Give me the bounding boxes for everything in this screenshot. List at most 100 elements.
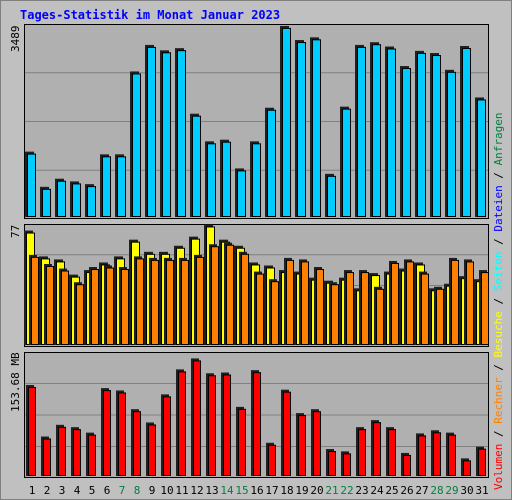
volumen-bar — [223, 374, 231, 476]
anfragen-bar — [192, 115, 201, 217]
rechner-bar — [421, 273, 429, 345]
anfragen-bar — [432, 55, 441, 217]
x-tick-label: 13 — [205, 484, 218, 497]
x-tick-label: 26 — [400, 484, 413, 497]
rechner-bar — [31, 256, 39, 345]
x-tick-label: 14 — [220, 484, 234, 497]
anfragen-bar — [357, 46, 366, 218]
x-tick-label: 9 — [149, 484, 156, 497]
rechner-bar — [331, 284, 339, 345]
panel-border — [24, 24, 489, 219]
anfragen-bar — [267, 109, 276, 217]
rechner-bar — [196, 256, 204, 345]
volumen-bar — [208, 375, 216, 476]
x-tick-label: 15 — [235, 484, 248, 497]
x-tick-label: 7 — [119, 484, 126, 497]
anfragen-bar — [27, 153, 36, 217]
rechner-bar — [406, 261, 414, 345]
x-tick-label: 20 — [310, 484, 323, 497]
anfragen-bar — [372, 44, 381, 218]
rechner-bar — [346, 272, 354, 346]
rechner-bar — [226, 244, 234, 345]
anfragen-bar — [102, 156, 111, 217]
anfragen-bar — [402, 68, 411, 217]
volumen-bar — [28, 386, 36, 476]
rechner-bar — [46, 265, 54, 345]
volumen-bar — [238, 408, 246, 476]
rechner-bar — [136, 258, 144, 346]
anfragen-bar — [387, 48, 396, 218]
anfragen-bar — [297, 42, 306, 218]
rechner-bar — [151, 259, 159, 345]
anfragen-bar — [207, 143, 216, 217]
x-tick-label: 22 — [340, 484, 353, 497]
rechner-bar — [376, 288, 384, 346]
volumen-bar — [328, 451, 336, 476]
volumen-bar — [313, 411, 321, 476]
x-tick-label: 30 — [460, 484, 473, 497]
anfragen-bar — [132, 73, 141, 217]
volumen-bar — [343, 453, 351, 476]
anfragen-bar — [312, 39, 321, 218]
x-tick-label: 3 — [59, 484, 66, 497]
rechner-bar — [76, 284, 84, 345]
volumen-bar — [388, 429, 396, 477]
x-tick-label: 1 — [29, 484, 36, 497]
x-tick-label: 28 — [430, 484, 443, 497]
volumen-bar — [283, 391, 291, 476]
x-tick-label: 8 — [134, 484, 141, 497]
x-tick-label: 16 — [250, 484, 263, 497]
x-tick-label: 31 — [475, 484, 488, 497]
volumen-bar — [148, 424, 156, 477]
volumen-bar — [193, 360, 201, 476]
volumen-bar — [358, 429, 366, 477]
anfragen-bar — [417, 52, 426, 217]
volumen-bar — [403, 454, 411, 477]
x-tick-label: 4 — [74, 484, 81, 497]
rechner-bar — [361, 272, 369, 346]
x-tick-label: 27 — [415, 484, 428, 497]
x-tick-label: 5 — [89, 484, 96, 497]
volumen-bar — [133, 411, 141, 476]
anfragen-bar — [282, 27, 291, 217]
panel-border — [24, 352, 489, 478]
volumen-bar — [268, 444, 276, 476]
anfragen-bar — [147, 46, 156, 218]
rechner-bar — [391, 262, 399, 346]
x-tick-label: 25 — [385, 484, 398, 497]
x-tick-label: 17 — [265, 484, 278, 497]
rechner-bar — [91, 269, 99, 345]
volumen-bar — [163, 396, 171, 476]
x-tick-label: 23 — [355, 484, 368, 497]
rechner-bar — [241, 253, 249, 345]
anfragen-bar — [477, 99, 486, 217]
x-tick-label: 24 — [370, 484, 384, 497]
volumen-bar — [103, 390, 111, 476]
volumen-bar — [373, 422, 381, 477]
x-tick-label: 2 — [44, 484, 51, 497]
volumen-bar — [253, 372, 261, 476]
volumen-bar — [118, 392, 126, 476]
rechner-bar — [271, 281, 279, 346]
anfragen-bar — [222, 141, 231, 217]
anfragen-bar — [162, 52, 171, 217]
volumen-bar — [43, 438, 51, 477]
anfragen-bar — [342, 108, 351, 217]
anfragen-bar — [87, 186, 96, 217]
anfragen-bar — [117, 156, 126, 217]
anfragen-bar — [252, 143, 261, 217]
x-tick-label: 29 — [445, 484, 458, 497]
rechner-bar — [286, 259, 294, 345]
rechner-bar — [166, 259, 174, 345]
rechner-bar — [106, 267, 114, 346]
volumen-bar — [178, 371, 186, 477]
rechner-bar — [121, 269, 129, 345]
rechner-bar — [61, 270, 69, 345]
volumen-bar — [73, 429, 81, 477]
rechner-bar — [211, 246, 219, 345]
volumen-bar — [463, 460, 471, 477]
volumen-bar — [478, 448, 486, 476]
x-tick-label: 12 — [190, 484, 203, 497]
volumen-bar — [418, 435, 426, 476]
